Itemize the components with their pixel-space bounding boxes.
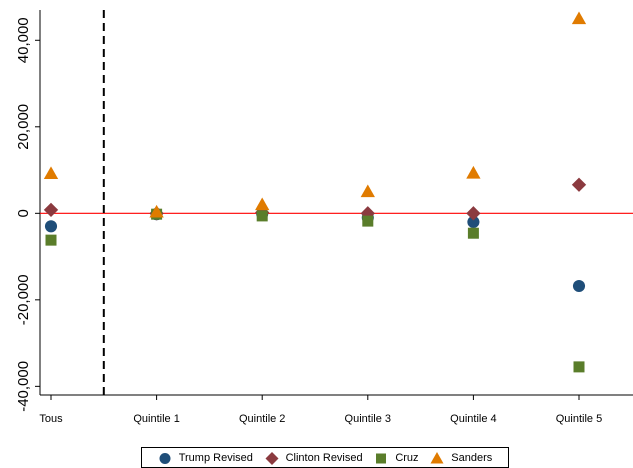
trump-revised-point (44, 220, 58, 233)
legend-marker-cruz (376, 453, 387, 463)
sanders-point (466, 165, 481, 179)
y-axis-ticks: -40,000 -20,000 0 20,000 40,000 (15, 17, 40, 412)
y-tick-label: 0 (15, 209, 32, 217)
legend-marker-sanders (430, 451, 444, 463)
x-tick-label: Quintile 1 (133, 413, 179, 425)
cruz-point (467, 227, 479, 239)
sanders-point (255, 197, 270, 211)
legend-swatch-trump-revised (159, 452, 171, 464)
data-points (43, 11, 587, 373)
legend: Trump Revised Clinton Revised Cruz Sanders (141, 447, 509, 468)
legend-label: Trump Revised (178, 451, 253, 464)
clinton-revised-point (571, 177, 587, 192)
clinton-revised-point (466, 206, 481, 221)
clinton-revised-point (43, 202, 59, 218)
axes (39, 10, 633, 396)
cruz-point (573, 361, 585, 373)
cruz-point (256, 210, 268, 222)
sanders-point (149, 204, 164, 218)
sanders-point (43, 166, 59, 180)
x-axis-ticks: Tous Quintile 1 Quintile 2 Quintile 3 Quinti… (39, 395, 602, 425)
legend-label: Sanders (451, 451, 493, 464)
legend-label: Cruz (395, 451, 419, 464)
y-tick-label: 20,000 (15, 104, 32, 150)
legend-label: Clinton Revised (285, 451, 363, 464)
legend-item-clinton-revised: Clinton Revised (265, 451, 363, 465)
x-tick-label: Quintile 5 (556, 413, 602, 425)
legend-swatch-clinton-revised (265, 451, 279, 465)
x-tick-label: Quintile 3 (345, 413, 391, 425)
legend-marker-trump-revised (159, 452, 171, 464)
y-tick-label: -40,000 (15, 361, 32, 412)
cruz-point (45, 234, 57, 246)
legend-swatch-cruz (376, 453, 387, 463)
legend-item-sanders: Sanders (430, 451, 492, 465)
trump-revised-point (572, 279, 586, 293)
x-tick-label: Tous (39, 413, 63, 425)
legend-marker-clinton-revised (265, 451, 279, 465)
sanders-point (360, 184, 375, 198)
y-tick-label: 40,000 (15, 17, 32, 63)
legend-item-cruz: Cruz (374, 451, 419, 465)
x-tick-label: Quintile 2 (239, 413, 285, 425)
sanders-point (571, 11, 587, 25)
trump-revised-point (467, 215, 480, 229)
legend-item-trump-revised: Trump Revised (158, 451, 253, 465)
legend-swatch-sanders (430, 451, 444, 463)
cruz-point (362, 215, 374, 227)
x-tick-label: Quintile 4 (450, 413, 496, 425)
y-tick-label: -20,000 (15, 274, 32, 325)
